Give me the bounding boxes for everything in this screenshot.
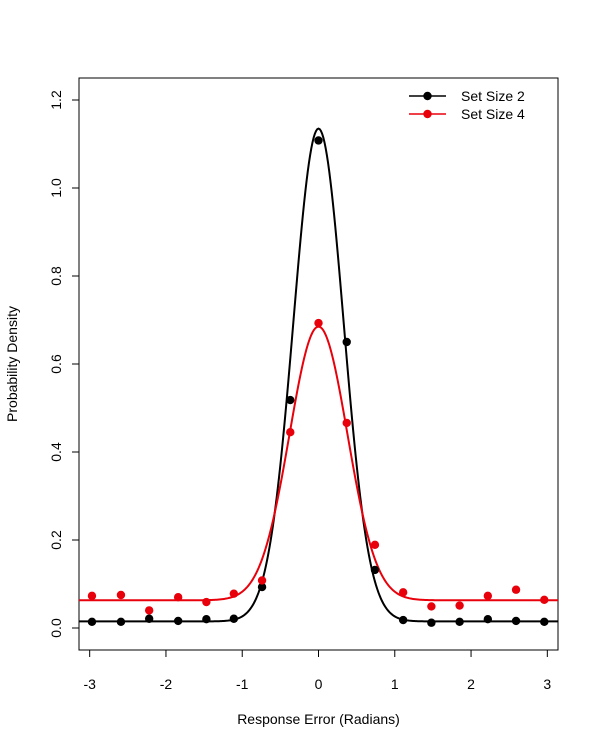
data-point-series-1 — [229, 614, 239, 623]
data-point-series-2 — [314, 318, 323, 328]
data-point-series-2 — [427, 602, 436, 611]
y-axis: 0.0 0.2 0.4 0.6 0.8 1.0 1.2 — [48, 90, 80, 638]
x-tick-label: 3 — [543, 676, 551, 692]
x-axis: -3 -2 -1 0 1 2 3 — [83, 649, 551, 692]
data-point-series-2 — [116, 590, 126, 600]
data-point-series-2 — [455, 601, 464, 610]
y-tick-label: 1.2 — [48, 90, 64, 110]
fit-curve-series-2 — [79, 325, 558, 602]
y-tick-label: 0.2 — [48, 530, 64, 550]
data-point-series-1 — [144, 614, 154, 623]
data-point-series-2 — [173, 593, 183, 602]
data-point-series-1 — [483, 615, 493, 624]
legend-label-set-size-2: Set Size 2 — [461, 88, 525, 104]
data-point-series-2 — [342, 418, 351, 428]
data-point-series-2 — [229, 589, 239, 598]
data-point-series-2 — [511, 585, 521, 594]
x-tick-label: 2 — [467, 676, 475, 692]
data-point-series-1 — [370, 565, 380, 575]
data-point-series-1 — [540, 617, 549, 627]
x-tick-label: 0 — [315, 676, 323, 692]
legend-label-set-size-4: Set Size 4 — [461, 106, 525, 122]
x-tick-label: -3 — [83, 676, 96, 692]
data-point-series-2 — [483, 591, 493, 601]
data-point-series-2 — [398, 588, 408, 597]
y-tick-label: 0.4 — [48, 442, 64, 462]
fit-curve-series-1 — [79, 127, 558, 623]
fit-curves — [79, 127, 558, 623]
x-tick-label: -1 — [236, 676, 249, 692]
data-point-series-1 — [511, 616, 521, 626]
data-point-series-2 — [540, 595, 549, 605]
data-point-series-2 — [87, 591, 97, 601]
legend: Set Size 2 Set Size 4 — [409, 88, 525, 122]
data-point-series-1 — [286, 395, 295, 405]
y-tick-label: 0.8 — [48, 266, 64, 286]
plot-frame — [78, 77, 559, 651]
data-point-series-2 — [286, 428, 295, 437]
data-point-series-1 — [257, 582, 267, 592]
data-point-series-1 — [87, 617, 97, 627]
x-tick-label: 1 — [391, 676, 399, 692]
data-points — [87, 136, 549, 627]
x-axis-label: Response Error (Radians) — [237, 711, 400, 727]
data-point-series-1 — [455, 617, 464, 627]
data-point-series-1 — [173, 616, 183, 626]
data-point-series-1 — [427, 618, 436, 627]
data-point-series-1 — [314, 136, 323, 145]
data-point-series-2 — [144, 606, 154, 615]
data-point-series-1 — [116, 617, 126, 627]
y-tick-label: 1.0 — [48, 178, 64, 198]
data-point-series-2 — [202, 597, 211, 607]
legend-marker-set-size-2 — [423, 91, 432, 101]
data-point-series-2 — [370, 540, 380, 550]
y-axis-label: Probability Density — [4, 306, 20, 422]
data-point-series-1 — [342, 337, 351, 347]
x-tick-label: -2 — [160, 676, 173, 692]
y-tick-label: 0.6 — [48, 354, 64, 374]
data-point-series-1 — [398, 615, 408, 625]
y-tick-label: 0.0 — [48, 618, 64, 638]
data-point-series-2 — [257, 576, 267, 585]
legend-marker-set-size-4 — [423, 109, 432, 119]
data-point-series-1 — [202, 615, 211, 624]
